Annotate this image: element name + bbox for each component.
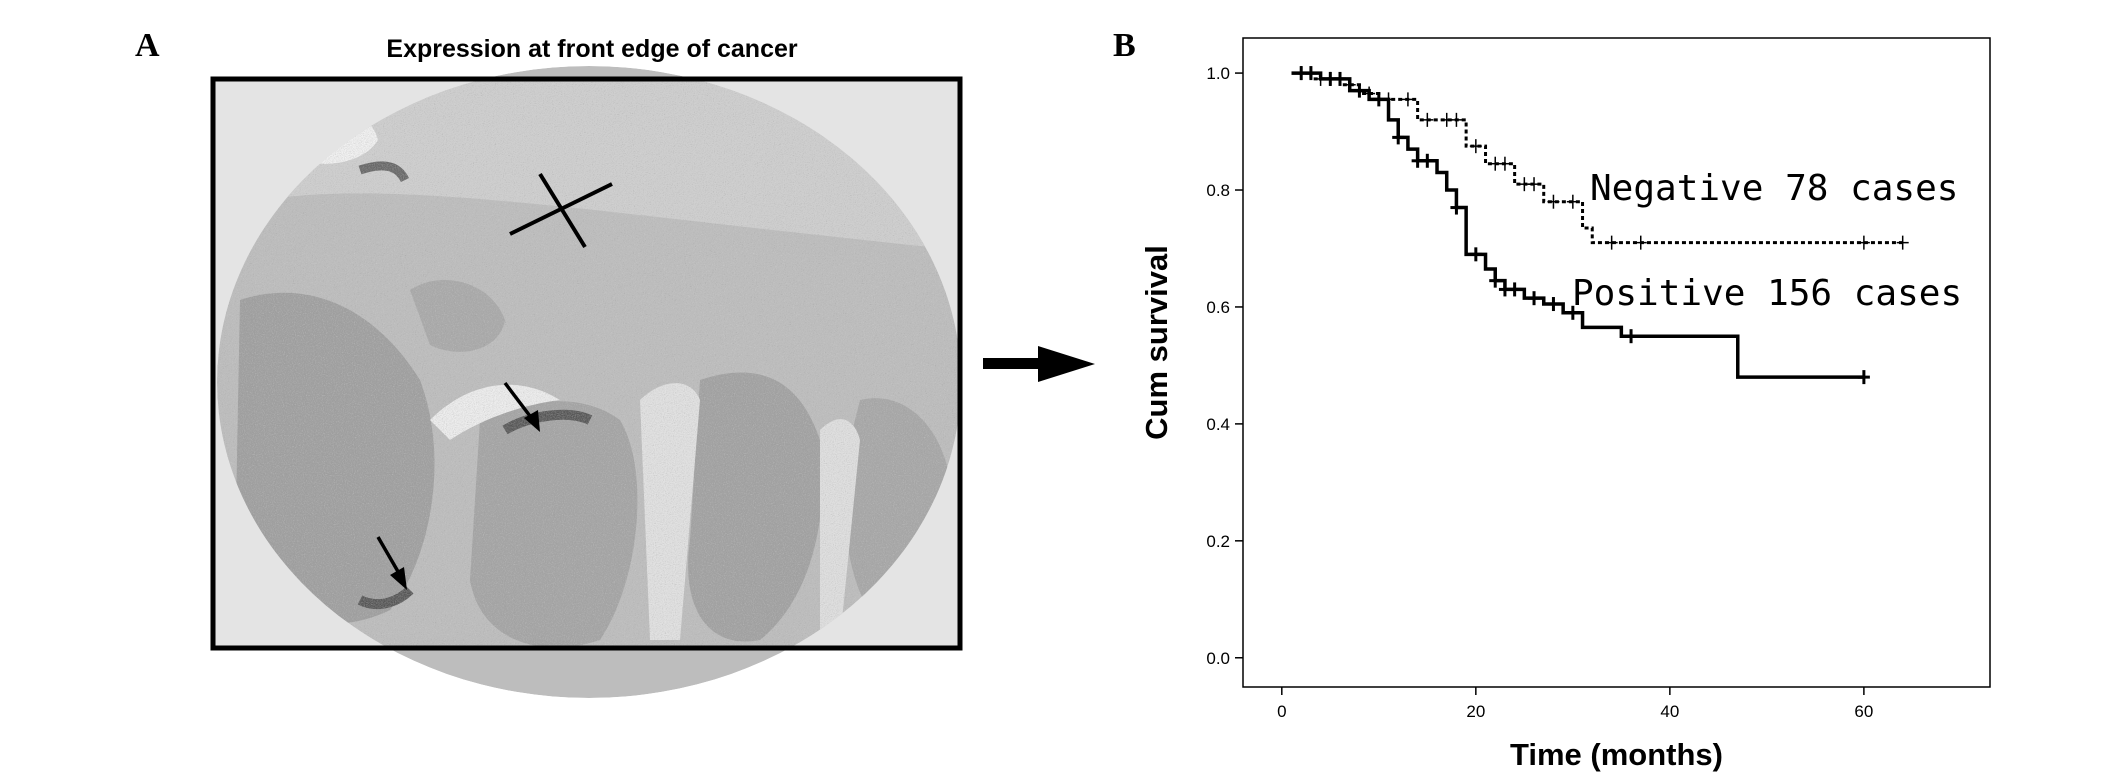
y-axis: 0.0 0.2 0.4 0.6 0.8 1.0 [1206, 64, 1243, 668]
arrow-icon [503, 381, 540, 432]
y-tick-label: 0.6 [1206, 298, 1230, 317]
arrow-right-icon [983, 346, 1095, 382]
x-axis-label: Time (months) [1510, 737, 1723, 772]
y-tick-label: 1.0 [1206, 64, 1230, 83]
survival-chart: 0.0 0.2 0.4 0.6 0.8 1.0 0 20 40 60 Time (months)… [1139, 37, 1991, 772]
y-tick-label: 0.4 [1206, 415, 1230, 434]
survival-line [1291, 71, 1864, 379]
x-tick-label: 0 [1277, 702, 1286, 721]
series-label-negative: Negative 78 cases [1590, 168, 1958, 209]
x-tick-label: 40 [1660, 702, 1679, 721]
panel-b-letter: B [1113, 27, 1136, 64]
x-axis: 0 20 40 60 [1277, 687, 1873, 721]
x-tick-label: 60 [1854, 702, 1873, 721]
panel-a-letter: A [135, 27, 160, 64]
arrow-icon [376, 536, 407, 590]
series-layer [1291, 66, 1909, 385]
series-negative [1291, 66, 1909, 250]
x-tick-label: 20 [1466, 702, 1485, 721]
y-tick-label: 0.8 [1206, 181, 1230, 200]
y-tick-label: 0.0 [1206, 649, 1230, 668]
y-axis-label: Cum survival [1139, 245, 1174, 440]
micrograph-image [210, 66, 963, 698]
series-label-positive: Positive 156 cases [1572, 273, 1962, 314]
y-tick-label: 0.2 [1206, 532, 1230, 551]
series-positive [1291, 66, 1870, 385]
plot-frame [1242, 37, 1991, 688]
micrograph-title: Expression at front edge of cancer [386, 35, 797, 63]
